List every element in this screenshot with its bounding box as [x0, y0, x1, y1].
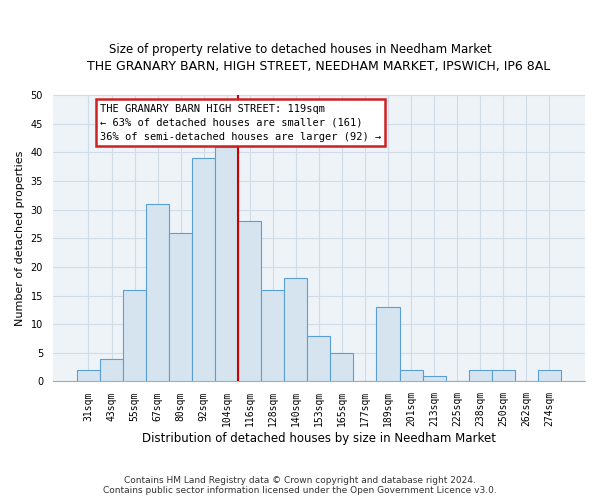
Title: THE GRANARY BARN, HIGH STREET, NEEDHAM MARKET, IPSWICH, IP6 8AL: THE GRANARY BARN, HIGH STREET, NEEDHAM M…: [87, 60, 551, 73]
Text: Contains HM Land Registry data © Crown copyright and database right 2024.
Contai: Contains HM Land Registry data © Crown c…: [103, 476, 497, 495]
Bar: [123, 290, 146, 382]
Text: THE GRANARY BARN HIGH STREET: 119sqm
← 63% of detached houses are smaller (161)
: THE GRANARY BARN HIGH STREET: 119sqm ← 6…: [100, 104, 381, 142]
Bar: [538, 370, 561, 382]
Bar: [77, 370, 100, 382]
Text: Size of property relative to detached houses in Needham Market: Size of property relative to detached ho…: [109, 42, 491, 56]
Y-axis label: Number of detached properties: Number of detached properties: [15, 150, 25, 326]
Bar: [400, 370, 422, 382]
Bar: [376, 307, 400, 382]
X-axis label: Distribution of detached houses by size in Needham Market: Distribution of detached houses by size …: [142, 432, 496, 445]
Bar: [284, 278, 307, 382]
Bar: [215, 146, 238, 382]
Bar: [261, 290, 284, 382]
Bar: [169, 232, 192, 382]
Bar: [192, 158, 215, 382]
Bar: [238, 221, 261, 382]
Bar: [422, 376, 446, 382]
Bar: [331, 353, 353, 382]
Bar: [491, 370, 515, 382]
Bar: [146, 204, 169, 382]
Bar: [307, 336, 331, 382]
Bar: [100, 358, 123, 382]
Bar: [469, 370, 491, 382]
